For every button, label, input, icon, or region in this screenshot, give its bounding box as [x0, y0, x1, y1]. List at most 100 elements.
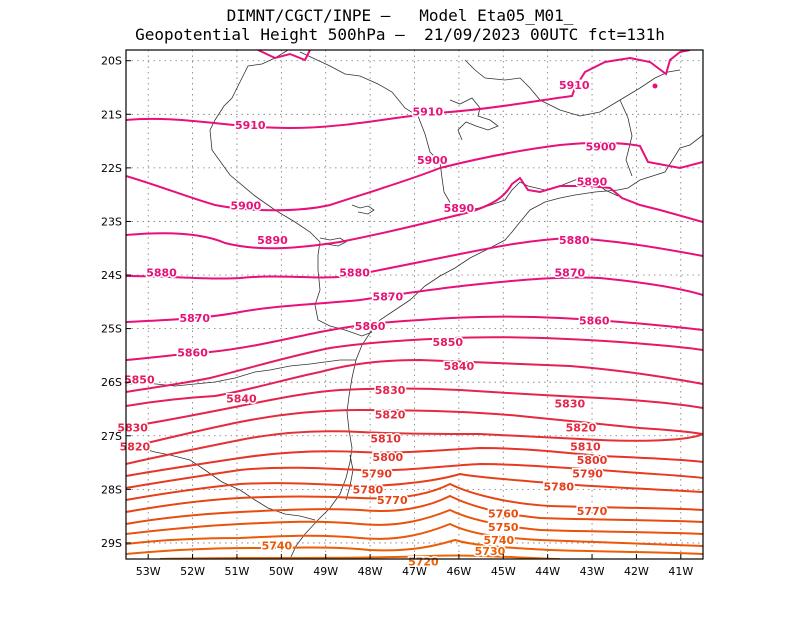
contour-label: 5870 [179, 312, 210, 325]
contour-label: 5770 [377, 494, 408, 507]
contour-5900 [126, 141, 703, 212]
state-boundary [126, 359, 356, 387]
y-tick-label: 29S [101, 537, 122, 550]
chart-title-line-2: Geopotential Height 500hPa – 21/09/2023 … [135, 25, 665, 44]
graticule [126, 50, 703, 559]
state-boundary [209, 129, 373, 337]
contour-label: 5790 [572, 467, 603, 480]
contour-5760 [126, 494, 703, 525]
y-tick-label: 24S [101, 269, 122, 282]
contour-label: 5780 [543, 481, 574, 494]
y-tick-label: 22S [101, 162, 122, 175]
contour-5720 [159, 554, 561, 559]
contour-label: 5780 [353, 483, 384, 496]
chart-title-line-1: DIMNT/CGCT/INPE – Model Eta05_M01_ [226, 6, 574, 25]
contour-5830 [126, 387, 703, 428]
contour-label: 5910 [235, 119, 266, 132]
contour-label: 5900 [231, 199, 262, 212]
y-tick-label: 27S [101, 430, 122, 443]
contour-5770 [126, 482, 703, 513]
y-tick-label: 26S [101, 376, 122, 389]
contour-label: 5800 [577, 454, 608, 467]
contour-label: 5740 [262, 540, 293, 553]
contour-label: 5740 [484, 534, 515, 547]
x-tick-label: 44W [535, 565, 560, 578]
contour-label: 5850 [124, 374, 155, 387]
contour-5870 [126, 276, 703, 323]
x-tick-label: 50W [269, 565, 294, 578]
lake [345, 454, 354, 501]
contour-label: 5900 [586, 140, 617, 153]
contour-label: 5730 [475, 545, 506, 558]
state-boundary [619, 99, 633, 177]
x-tick-label: 45W [491, 565, 516, 578]
contour-label: 5850 [432, 336, 463, 349]
contour-5780 [126, 472, 703, 501]
contour-label: 5860 [579, 315, 610, 328]
contour-5850 [126, 336, 703, 393]
contour-label: 5750 [488, 521, 519, 534]
contour-label: 5810 [570, 440, 601, 453]
x-tick-label: 51W [225, 565, 250, 578]
state-boundary [126, 444, 316, 521]
contour-label: 5770 [577, 505, 608, 518]
coastline [289, 134, 703, 559]
reservoir [449, 97, 499, 141]
contour-5800 [126, 446, 703, 477]
x-tick-label: 49W [313, 565, 338, 578]
y-tick-label: 20S [101, 55, 122, 68]
height-contours [126, 50, 703, 559]
contour-5810 [126, 430, 703, 465]
x-tick-label: 46W [446, 565, 471, 578]
contour-label: 5870 [555, 266, 586, 279]
contour-5910 [126, 50, 691, 130]
contour-label: 5840 [444, 360, 475, 373]
contour-label: 5870 [373, 290, 404, 303]
contour-label: 5760 [488, 507, 519, 520]
contour-label: 5820 [375, 408, 406, 421]
contour-label: 5810 [370, 432, 401, 445]
contour-labels: 5910 5910 5910 5900 5900 5900 5890 5890 5890 5880… [116, 77, 618, 570]
reservoir [351, 204, 375, 215]
contour-label: 5880 [146, 266, 177, 279]
x-tick-label: 42W [624, 565, 649, 578]
contour-5790 [126, 462, 703, 489]
axis-ticks: 53W 52W 51W 50W 49W 48W 47W 46W 45W 44W 43W 42W 41W 2… [101, 55, 693, 578]
y-tick-label: 28S [101, 483, 122, 496]
y-tick-label: 25S [101, 323, 122, 336]
contour-label: 5860 [355, 320, 386, 333]
y-tick-label: 21S [101, 108, 122, 121]
contour-5880 [126, 236, 703, 280]
x-tick-label: 43W [580, 565, 605, 578]
x-tick-label: 52W [180, 565, 205, 578]
contour-label: 5790 [361, 467, 392, 480]
contour-5890 [126, 176, 703, 250]
contour-5840 [126, 358, 703, 407]
contour-5910 [257, 50, 311, 62]
reservoir [319, 237, 347, 247]
contour-label: 5820 [120, 440, 151, 453]
contour-5860 [126, 315, 703, 361]
contour-label: 5890 [444, 202, 475, 215]
contour-label: 5830 [117, 422, 148, 435]
contour-label: 5890 [577, 175, 608, 188]
contour-label: 5900 [417, 154, 448, 167]
x-tick-label: 53W [136, 565, 161, 578]
contour-label: 5820 [566, 422, 597, 435]
contour-label: 5910 [559, 79, 590, 92]
contour-label: 5800 [373, 451, 404, 464]
contour-label: 5840 [226, 392, 257, 405]
x-tick-label: 41W [668, 565, 693, 578]
contour-label: 5880 [339, 266, 370, 279]
state-boundary [209, 50, 289, 131]
contour-5740 [126, 522, 703, 547]
contour-label: 5910 [413, 106, 444, 119]
contour-5730 [126, 538, 703, 555]
contour-center-marker [652, 83, 658, 89]
contour-label: 5880 [559, 234, 590, 247]
contour-label: 5830 [375, 384, 406, 397]
y-tick-label: 23S [101, 215, 122, 228]
contour-label: 5890 [257, 234, 288, 247]
state-boundary [464, 59, 681, 117]
